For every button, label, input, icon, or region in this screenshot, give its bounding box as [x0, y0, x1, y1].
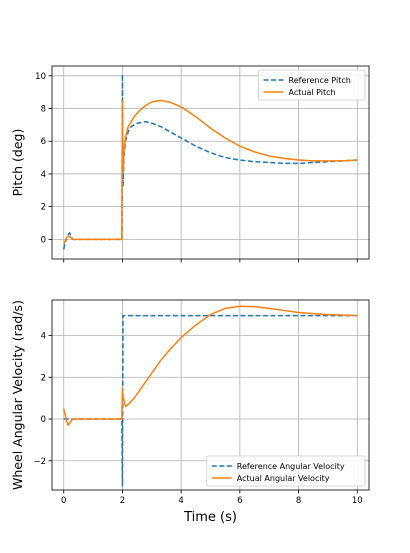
y-axis-label: Wheel Angular Velocity (rad/s): [10, 300, 25, 490]
x-tick-label: 6: [237, 496, 242, 506]
x-tick-label: 0: [61, 496, 66, 506]
chart-1: 0 2 4 6 8 10 Pitch (deg) Reference Pitch Actual …: [10, 65, 370, 263]
series-line-actual-pitch: [63, 99, 358, 245]
x-tick-label: 2: [120, 496, 125, 506]
legend-label: Actual Pitch: [289, 88, 336, 97]
y-tick-label: 2: [41, 203, 46, 213]
x-tick-label: 10: [352, 496, 363, 506]
axes-frame: [51, 65, 370, 260]
y-tick-label: 0: [41, 415, 46, 425]
axes-frame: [51, 299, 370, 491]
x-axis-label: Time (s): [183, 510, 237, 525]
y-tick-label: 2: [41, 373, 46, 383]
legend-label: Reference Angular Velocity: [237, 462, 345, 471]
y-tick-label: −2: [33, 457, 46, 467]
y-axis-label: Pitch (deg): [10, 129, 25, 197]
x-tick-label: 4: [178, 496, 183, 506]
y-tick-label: 6: [41, 137, 46, 147]
chart-2: 0 2 4 6 8 10 −2 0 2 4 Wheel Angular Velocity (rad/…: [10, 299, 370, 525]
y-tick-label: 10: [35, 72, 46, 82]
legend-label: Reference Pitch: [289, 76, 351, 85]
series-line-actual-angular-velocity: [63, 305, 358, 427]
y-tick-label: 4: [41, 170, 46, 180]
legend-box: [258, 69, 366, 101]
legend: Reference Pitch Actual Pitch: [258, 69, 366, 101]
y-tick-label: 8: [41, 105, 46, 115]
legend: Reference Angular Velocity Actual Angular…: [206, 455, 366, 487]
y-tick-label: 4: [41, 331, 46, 341]
y-tick-label: 0: [41, 235, 46, 245]
series-line-reference-pitch: [63, 73, 358, 250]
legend-label: Actual Angular Velocity: [237, 474, 330, 483]
legend-box: [206, 455, 366, 487]
x-tick-label: 8: [296, 496, 301, 506]
